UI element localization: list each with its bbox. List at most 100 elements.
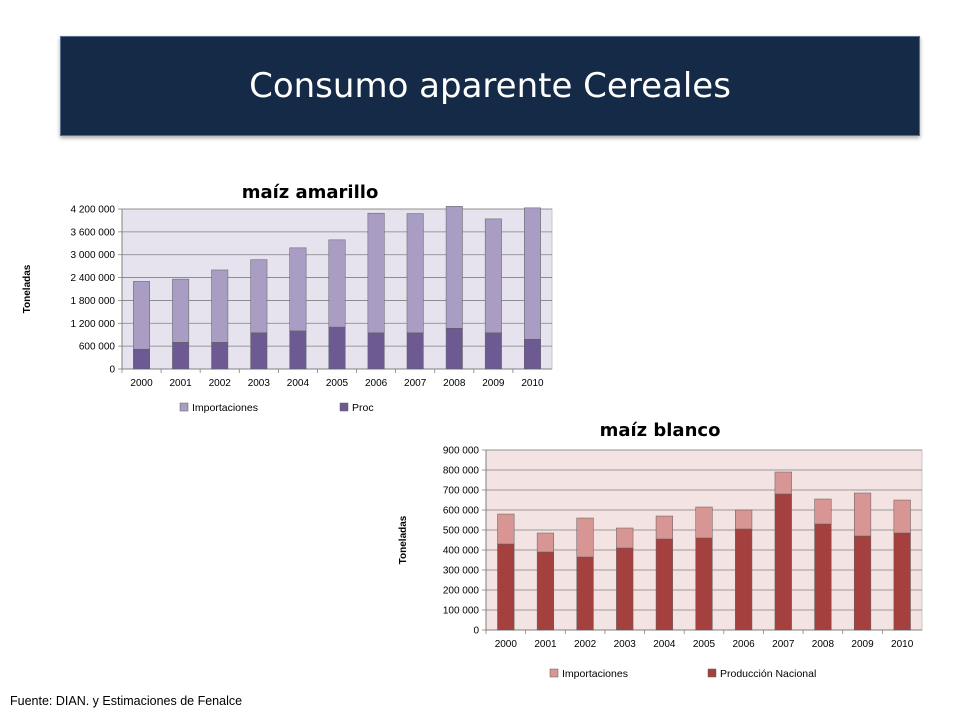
bar-amarillo-2002-s1 bbox=[211, 269, 229, 343]
legend-swatch-amarillo-1 bbox=[339, 402, 349, 412]
bar-blanco-2009-s1 bbox=[853, 492, 872, 537]
bar-blanco-2009-s0 bbox=[853, 535, 872, 631]
bar-amarillo-2004-s1 bbox=[289, 247, 307, 332]
y-tick-label-amarillo-4: 2 400 000 bbox=[71, 273, 116, 284]
bar-amarillo-2003-s1 bbox=[250, 259, 268, 334]
x-tick-label-amarillo-2000: 2000 bbox=[130, 378, 153, 389]
x-tick-label-blanco-2010: 2010 bbox=[891, 639, 914, 650]
x-tick-label-blanco-2003: 2003 bbox=[614, 639, 637, 650]
y-tick-label-blanco-5: 500 000 bbox=[443, 526, 480, 537]
bar-amarillo-2005-s1 bbox=[328, 239, 346, 328]
bar-blanco-2003-s1 bbox=[616, 527, 634, 549]
bar-amarillo-2006-s1 bbox=[367, 212, 385, 334]
y-tick-label-amarillo-5: 3 000 000 bbox=[71, 250, 116, 261]
x-tick-label-blanco-2000: 2000 bbox=[495, 639, 518, 650]
bar-amarillo-2007-s0 bbox=[406, 332, 424, 370]
x-tick-label-amarillo-2009: 2009 bbox=[482, 378, 505, 389]
chart-maiz-amarillo-svg: maíz amarillo 0 600 000 1 200 000 1 800 000 2… bbox=[22, 182, 553, 414]
x-tick-label-amarillo-2001: 2001 bbox=[170, 378, 193, 389]
bar-blanco-2010-s1 bbox=[893, 499, 911, 534]
x-tick-label-blanco-2004: 2004 bbox=[653, 639, 676, 650]
bar-amarillo-2009-s1 bbox=[484, 218, 502, 334]
bar-amarillo-2007-s1 bbox=[406, 213, 424, 334]
bar-blanco-2007-s1 bbox=[774, 471, 792, 495]
y-tick-label-blanco-6: 600 000 bbox=[443, 506, 480, 517]
legend-label-amarillo-1: Proc bbox=[352, 402, 374, 414]
legend-swatch-amarillo-0 bbox=[179, 402, 189, 412]
x-tick-label-blanco-2005: 2005 bbox=[693, 639, 716, 650]
bar-blanco-2001-s1 bbox=[536, 532, 555, 553]
x-tick-label-amarillo-2003: 2003 bbox=[248, 378, 271, 389]
bar-blanco-2003-s0 bbox=[616, 547, 634, 631]
bar-blanco-2008-s1 bbox=[814, 498, 832, 525]
bar-amarillo-2001-s0 bbox=[172, 342, 190, 370]
x-tick-label-blanco-2006: 2006 bbox=[733, 639, 756, 650]
y-tick-label-amarillo-0: 0 bbox=[109, 365, 115, 376]
source-note: Fuente: DIAN. y Estimaciones de Fenalce bbox=[10, 694, 243, 708]
slide-title-bar: Consumo aparente Cereales bbox=[60, 36, 920, 136]
y-tick-label-blanco-4: 400 000 bbox=[443, 546, 480, 557]
y-tick-label-amarillo-7: 4 200 000 bbox=[71, 205, 116, 216]
bar-amarillo-2000-s0 bbox=[133, 348, 151, 370]
x-tick-label-blanco-2008: 2008 bbox=[812, 639, 835, 650]
legend-swatch-blanco-0 bbox=[549, 668, 559, 678]
y-tick-label-blanco-0: 0 bbox=[473, 626, 479, 637]
bar-amarillo-2001-s1 bbox=[172, 278, 190, 343]
chart-title-amarillo: maíz amarillo bbox=[242, 182, 379, 203]
bar-blanco-2004-s0 bbox=[655, 538, 673, 631]
legend-amarillo: Importaciones Proc bbox=[179, 402, 374, 414]
bar-blanco-2002-s1 bbox=[576, 517, 594, 558]
bar-blanco-2006-s0 bbox=[735, 528, 753, 631]
bar-amarillo-2008-s1 bbox=[445, 206, 463, 329]
chart-maiz-blanco-svg: maíz blanco 0 100 000 200 000 300 000 400 000… bbox=[398, 420, 923, 680]
y-tick-label-blanco-1: 100 000 bbox=[443, 606, 480, 617]
x-tick-label-amarillo-2008: 2008 bbox=[443, 378, 466, 389]
x-tick-label-amarillo-2005: 2005 bbox=[326, 378, 349, 389]
x-tick-label-blanco-2007: 2007 bbox=[772, 639, 795, 650]
bar-blanco-2000-s0 bbox=[497, 543, 515, 631]
bar-blanco-2002-s0 bbox=[576, 556, 594, 631]
chart-title-blanco: maíz blanco bbox=[600, 420, 721, 441]
bar-blanco-2008-s0 bbox=[814, 523, 832, 631]
legend-label-blanco-1: Producción Nacional bbox=[720, 668, 816, 680]
bar-amarillo-2002-s0 bbox=[211, 342, 229, 370]
bar-amarillo-2008-s0 bbox=[445, 327, 463, 370]
legend-blanco: Importaciones Producción Nacional bbox=[549, 668, 816, 680]
x-tick-label-amarillo-2010: 2010 bbox=[521, 378, 544, 389]
x-tick-label-amarillo-2006: 2006 bbox=[365, 378, 388, 389]
y-axis-label-amarillo: Toneladas bbox=[22, 264, 33, 313]
bar-blanco-2005-s1 bbox=[695, 506, 713, 539]
y-tick-label-blanco-3: 300 000 bbox=[443, 566, 480, 577]
legend-label-blanco-0: Importaciones bbox=[562, 668, 628, 680]
slide-title: Consumo aparente Cereales bbox=[249, 66, 731, 106]
bar-blanco-2006-s1 bbox=[735, 509, 753, 530]
y-axis-label-blanco: Toneladas bbox=[398, 515, 409, 564]
y-tick-label-blanco-7: 700 000 bbox=[443, 486, 480, 497]
legend-label-amarillo-0: Importaciones bbox=[192, 402, 258, 414]
x-tick-label-blanco-2002: 2002 bbox=[574, 639, 597, 650]
y-tick-label-blanco-8: 800 000 bbox=[443, 466, 480, 477]
bar-amarillo-2003-s0 bbox=[250, 332, 268, 370]
bar-blanco-2010-s0 bbox=[893, 532, 911, 631]
bar-amarillo-2010-s1 bbox=[523, 207, 541, 340]
y-tick-label-amarillo-1: 600 000 bbox=[79, 342, 116, 353]
y-tick-label-blanco-2: 200 000 bbox=[443, 586, 480, 597]
x-tick-label-blanco-2009: 2009 bbox=[851, 639, 874, 650]
legend-swatch-blanco-1 bbox=[707, 668, 717, 678]
y-tick-label-blanco-9: 900 000 bbox=[443, 446, 480, 457]
x-tick-label-amarillo-2004: 2004 bbox=[287, 378, 310, 389]
bar-amarillo-2009-s0 bbox=[484, 332, 502, 370]
bar-amarillo-2010-s0 bbox=[523, 339, 541, 370]
bar-blanco-2004-s1 bbox=[655, 515, 673, 540]
bar-amarillo-2006-s0 bbox=[367, 332, 385, 370]
bar-amarillo-2000-s1 bbox=[133, 281, 151, 350]
x-tick-label-amarillo-2007: 2007 bbox=[404, 378, 427, 389]
y-tick-label-amarillo-6: 3 600 000 bbox=[71, 227, 116, 238]
bar-blanco-2000-s1 bbox=[497, 513, 515, 545]
bar-amarillo-2004-s0 bbox=[289, 330, 307, 370]
chart-maiz-blanco: maíz blanco 0 100 000 200 000 300 000 400 000… bbox=[380, 410, 940, 690]
bar-blanco-2005-s0 bbox=[695, 537, 713, 631]
y-tick-label-amarillo-3: 1 800 000 bbox=[71, 296, 116, 307]
bar-amarillo-2005-s0 bbox=[328, 326, 346, 370]
x-tick-label-amarillo-2002: 2002 bbox=[209, 378, 232, 389]
